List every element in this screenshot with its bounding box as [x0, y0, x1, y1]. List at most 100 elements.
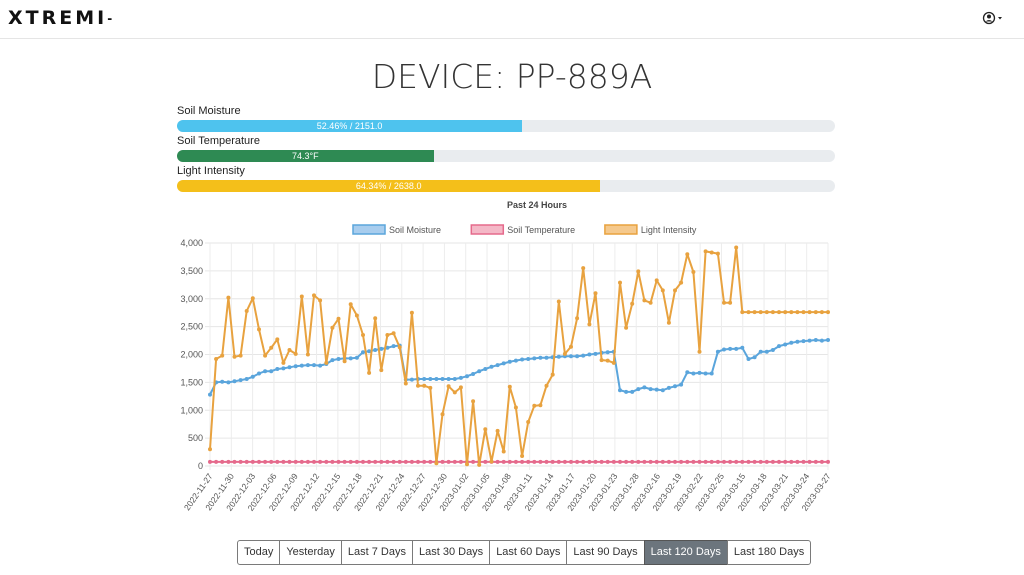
soil-temperature-progress: 74.3°F	[177, 150, 835, 162]
range-button-last-7-days[interactable]: Last 7 Days	[340, 540, 413, 565]
data-point-light-intensity	[379, 368, 384, 373]
data-point-soil-moisture	[477, 369, 482, 374]
data-point-soil-moisture	[532, 356, 537, 361]
data-point-soil-temperature	[550, 459, 555, 464]
data-point-light-intensity	[513, 405, 518, 410]
data-point-soil-temperature	[679, 459, 684, 464]
data-point-light-intensity	[715, 251, 720, 256]
data-point-soil-moisture	[336, 357, 341, 361]
data-point-light-intensity	[783, 310, 788, 315]
data-point-soil-moisture	[709, 371, 714, 376]
legend-swatch	[604, 224, 638, 235]
data-point-soil-temperature	[532, 459, 537, 464]
data-point-soil-temperature	[722, 459, 726, 464]
y-tick-label: 1,000	[180, 405, 203, 415]
data-point-soil-moisture	[348, 356, 353, 361]
data-point-soil-temperature	[752, 459, 757, 464]
data-point-soil-moisture	[618, 388, 622, 393]
data-point-soil-moisture	[758, 349, 763, 354]
light-intensity-progress-fill: 64.34% / 2638.0	[177, 180, 601, 192]
brand-name: XTREMI	[8, 7, 108, 29]
data-point-soil-moisture	[495, 363, 500, 368]
data-point-soil-temperature	[305, 459, 310, 464]
data-point-soil-temperature	[257, 459, 261, 464]
range-button-yesterday[interactable]: Yesterday	[279, 540, 342, 565]
data-point-light-intensity	[483, 427, 488, 432]
chart-title: Past 24 Hours	[507, 200, 567, 210]
data-point-soil-temperature	[673, 459, 677, 464]
user-menu-dropdown[interactable]	[982, 10, 1006, 26]
data-point-light-intensity	[685, 252, 690, 257]
data-point-soil-temperature	[483, 459, 488, 464]
data-point-light-intensity	[826, 310, 830, 315]
range-button-today[interactable]: Today	[237, 540, 281, 565]
data-point-soil-temperature	[354, 459, 359, 464]
data-point-light-intensity	[526, 420, 531, 424]
data-point-soil-moisture	[226, 380, 231, 385]
data-point-soil-moisture	[489, 364, 494, 369]
data-point-light-intensity	[801, 310, 806, 315]
soil-temperature-progress-fill: 74.3°F	[177, 150, 434, 162]
data-point-light-intensity	[269, 345, 274, 350]
range-button-last-60-days[interactable]: Last 60 Days	[489, 540, 568, 565]
data-point-soil-temperature	[379, 459, 384, 464]
data-point-soil-temperature	[330, 459, 335, 464]
data-point-soil-moisture	[679, 382, 684, 387]
data-point-light-intensity	[593, 291, 598, 296]
data-point-light-intensity	[532, 403, 537, 408]
data-point-soil-temperature	[575, 459, 580, 464]
soil-moisture-progress: 52.46% / 2151.0	[177, 120, 835, 132]
data-point-light-intensity	[287, 348, 292, 352]
data-point-soil-moisture	[318, 363, 323, 368]
range-button-last-90-days[interactable]: Last 90 Days	[566, 540, 645, 565]
data-point-soil-temperature	[826, 459, 830, 464]
data-point-light-intensity	[342, 359, 347, 364]
data-point-light-intensity	[348, 302, 353, 307]
data-point-soil-moisture	[795, 339, 800, 344]
data-point-soil-moisture	[642, 385, 647, 390]
data-point-light-intensity	[501, 449, 506, 454]
data-point-soil-temperature	[562, 459, 567, 464]
data-point-light-intensity	[422, 383, 427, 388]
soil-moisture-label: Soil Moisture	[177, 105, 241, 117]
data-point-light-intensity	[691, 270, 696, 274]
data-point-light-intensity	[722, 300, 726, 305]
data-point-light-intensity	[232, 354, 237, 359]
data-point-soil-moisture	[673, 384, 677, 389]
data-point-soil-moisture	[465, 374, 469, 379]
data-point-light-intensity	[703, 249, 708, 254]
data-point-soil-moisture	[409, 377, 414, 382]
data-point-soil-temperature	[777, 459, 781, 464]
range-button-last-180-days[interactable]: Last 180 Days	[726, 540, 812, 565]
data-point-light-intensity	[373, 316, 378, 321]
data-point-soil-moisture	[575, 354, 580, 359]
range-button-last-30-days[interactable]: Last 30 Days	[411, 540, 491, 565]
range-button-last-120-days[interactable]: Last 120 Days	[643, 540, 728, 565]
sensor-line-chart: Past 24 Hours Soil Moisture Soil Temperatu…	[180, 200, 832, 513]
user-circle-icon	[982, 11, 1002, 25]
legend-label: Soil Temperature	[507, 225, 575, 235]
data-point-soil-temperature	[446, 459, 451, 464]
data-point-light-intensity	[599, 358, 604, 363]
data-point-soil-moisture	[391, 344, 396, 349]
data-point-soil-moisture	[208, 392, 212, 397]
sensor-chart: Past 24 Hours Soil Moisture Soil Temperatu…	[160, 198, 850, 528]
data-point-soil-moisture	[330, 358, 335, 363]
data-point-light-intensity	[361, 333, 365, 337]
data-point-light-intensity	[728, 300, 733, 305]
data-point-light-intensity	[666, 320, 671, 325]
data-point-soil-moisture	[361, 350, 365, 355]
data-point-light-intensity	[489, 459, 494, 464]
data-point-light-intensity	[446, 384, 451, 389]
data-point-light-intensity	[520, 454, 525, 458]
data-point-soil-moisture	[422, 377, 427, 381]
data-point-soil-moisture	[526, 357, 531, 361]
legend-item-light-intensity: Light Intensity	[604, 224, 697, 235]
brand-logo[interactable]: XTREMI-	[8, 7, 112, 29]
data-point-soil-moisture	[269, 369, 274, 374]
data-point-light-intensity	[409, 310, 414, 315]
data-point-light-intensity	[660, 288, 665, 293]
legend-item-soil-moisture: Soil Moisture	[352, 224, 441, 235]
data-point-soil-moisture	[556, 354, 561, 359]
data-point-soil-temperature	[287, 459, 292, 464]
